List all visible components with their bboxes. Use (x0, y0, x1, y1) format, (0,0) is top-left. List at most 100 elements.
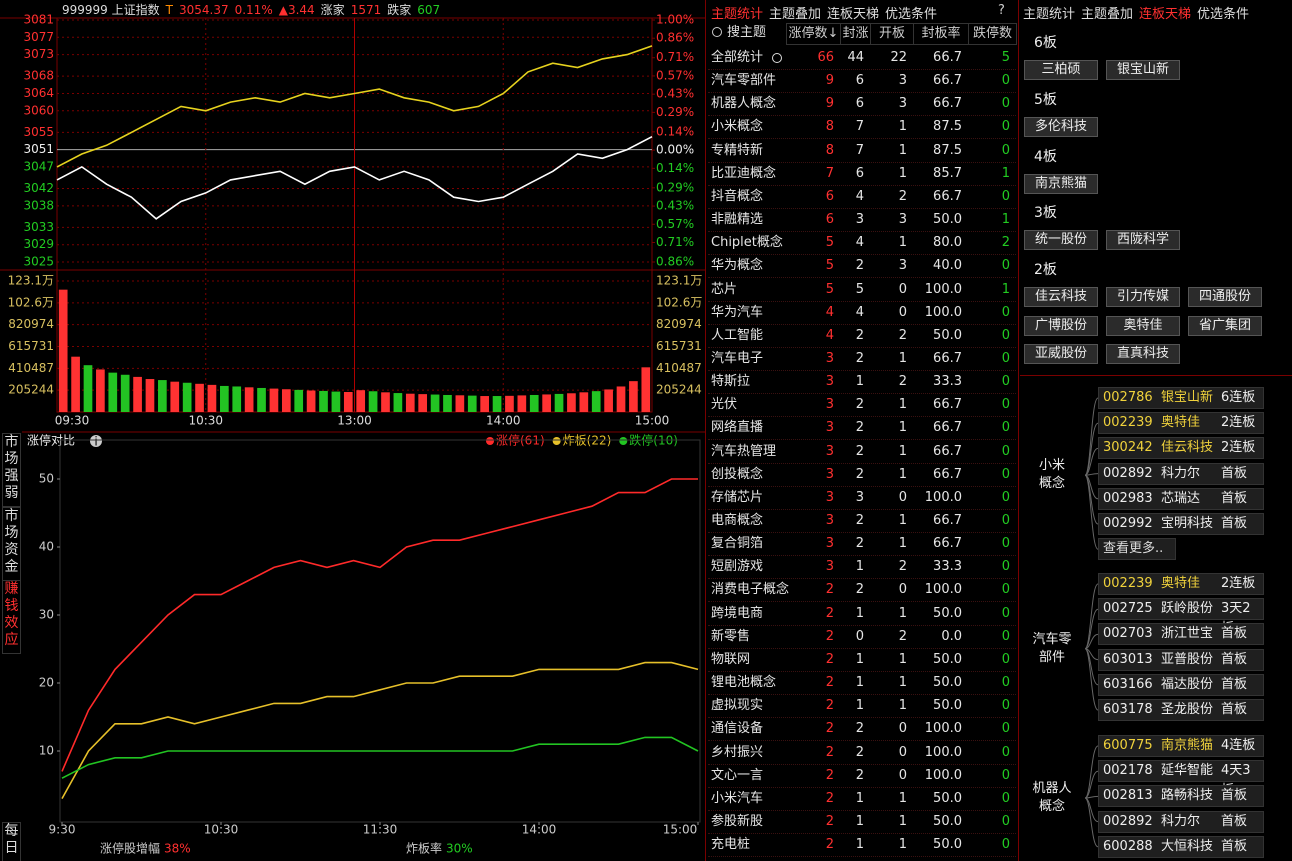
stock-item[interactable]: 002725跃岭股份3天2板 (1098, 598, 1264, 636)
stock-button[interactable]: 广博股份 (1024, 315, 1098, 336)
column-header[interactable]: 跌停数 (968, 23, 1017, 45)
y-tick-label: 3033 (23, 220, 54, 234)
theme-name[interactable]: 比亚迪概念 (711, 165, 777, 181)
theme-name[interactable]: 光伏 (711, 397, 738, 413)
theme-name[interactable]: 抖音概念 (711, 188, 764, 204)
theme-name[interactable]: 华为汽车 (711, 304, 764, 320)
stock-item[interactable]: 603013 亚普股份 首板 (1098, 648, 1264, 671)
theme-name[interactable]: 充电桩 (711, 837, 751, 853)
theme-name[interactable]: 文心一言 (711, 767, 764, 783)
theme-name[interactable]: 人工智能 (711, 327, 764, 343)
stock-item[interactable]: 002983 芯瑞达 首板 (1098, 487, 1264, 510)
theme-name[interactable]: 网络直播 (711, 420, 764, 436)
side-tab[interactable]: 市场强弱 (2, 433, 21, 507)
theme-name[interactable]: 特斯拉 (711, 374, 751, 390)
theme-cell: 66.7 (933, 50, 962, 65)
stock-item[interactable]: 603178 圣龙股份 首板 (1098, 699, 1264, 721)
theme-cell: 66.7 (933, 443, 962, 459)
y-tick-label: 410487 (656, 361, 702, 375)
theme-cell: 0 (898, 281, 907, 297)
tab[interactable]: 连板天梯 (1139, 6, 1192, 22)
theme-name[interactable]: 物联网 (711, 651, 751, 667)
theme-name[interactable]: 小米概念 (711, 119, 764, 135)
stock-item[interactable]: 002813 路畅科技 首板 (1098, 785, 1264, 808)
theme-name[interactable]: 虚拟现实 (711, 698, 764, 714)
stock-item[interactable]: 002892 科力尔 首板 (1098, 810, 1264, 833)
theme-name[interactable]: 复合铜箔 (711, 536, 764, 552)
theme-name[interactable]: 存储芯片 (711, 489, 764, 505)
tab[interactable]: 主题统计 (1023, 6, 1076, 22)
theme-name[interactable]: 汽车热管理 (711, 443, 777, 459)
search-box[interactable]: 搜主题 (727, 25, 767, 40)
theme-name[interactable]: 汽车电子 (711, 350, 764, 366)
theme-name[interactable]: 小米汽车 (711, 790, 764, 806)
stock-item[interactable]: 002892 科力尔 首板 (1098, 462, 1264, 485)
column-header[interactable]: 封板率 (913, 23, 969, 45)
volume-bar (418, 394, 428, 412)
stock-item[interactable]: 603166 福达股份 首板 (1098, 673, 1264, 696)
stock-button[interactable]: 直真科技 (1106, 343, 1180, 364)
stock-button[interactable]: 统一股份 (1024, 230, 1098, 251)
stock-button[interactable]: 亚威股份 (1024, 343, 1098, 364)
y-tick-label: 820974 (656, 317, 702, 331)
header-up-label: 涨家 (320, 3, 345, 17)
side-tab[interactable]: 市场资金 (2, 507, 21, 581)
theme-name[interactable]: Chiplet概念 (711, 235, 783, 251)
theme-name[interactable]: 新零售 (711, 628, 751, 644)
stock-item[interactable]: 300242 佳云科技 2连板 (1098, 437, 1264, 460)
stock-button[interactable]: 引力传媒 (1106, 287, 1180, 308)
theme-name[interactable]: 专精特新 (711, 142, 764, 158)
theme-cell: 0 (1001, 767, 1010, 783)
stock-item[interactable]: 002786 银宝山新 6连板 (1098, 387, 1264, 409)
volume-bar (492, 396, 502, 412)
theme-name[interactable]: 华为概念 (711, 258, 764, 274)
theme-name[interactable]: 汽车零部件 (711, 73, 777, 89)
column-header[interactable]: 涨停数↓ (786, 23, 841, 45)
stock-button[interactable]: 南京熊猫 (1024, 173, 1098, 194)
tab[interactable]: 主题叠加 (769, 6, 822, 22)
side-tab[interactable]: 每日 (2, 822, 21, 861)
stock-name: 福达股份 (1161, 676, 1214, 692)
stock-button[interactable]: 多伦科技 (1024, 116, 1098, 137)
side-tab[interactable]: 赚钱效应 (2, 580, 21, 654)
theme-name[interactable]: 机器人概念 (711, 96, 777, 112)
tab[interactable]: 主题叠加 (1081, 6, 1134, 22)
theme-name[interactable]: 乡村振兴 (711, 744, 764, 760)
stock-button[interactable]: 省广集团 (1188, 315, 1262, 336)
stock-item[interactable]: 600775 南京熊猫 4连板 (1098, 735, 1264, 757)
theme-name[interactable]: 电商概念 (711, 513, 764, 528)
stock-button[interactable]: 奥特佳 (1106, 315, 1180, 336)
theme-name[interactable]: 全部统计 (711, 50, 764, 65)
stock-button[interactable]: 三柏硕 (1024, 60, 1098, 80)
stock-item[interactable]: 002239 奥特佳 2连板 (1098, 412, 1264, 435)
theme-name[interactable]: 锂电池概念 (711, 675, 777, 691)
column-header[interactable]: 封涨 (840, 23, 871, 45)
theme-name[interactable]: 消费电子概念 (711, 582, 790, 598)
theme-name[interactable]: 通信设备 (711, 721, 764, 737)
stock-item[interactable]: 002178延华智能4天3板 (1098, 760, 1264, 798)
theme-name[interactable]: 短剧游戏 (711, 559, 764, 575)
stock-item[interactable]: 600288 大恒科技 首板 (1098, 835, 1264, 858)
tab[interactable]: 优选条件 (885, 6, 938, 22)
tab[interactable]: 优选条件 (1197, 6, 1250, 22)
stock-button[interactable]: 西陇科学 (1106, 230, 1180, 251)
help-button[interactable]: ? (998, 3, 1005, 18)
stock-item[interactable]: 002239 奥特佳 2连板 (1098, 573, 1264, 595)
tab[interactable]: 连板天梯 (827, 6, 880, 22)
more-button[interactable]: 查看更多.. (1098, 538, 1176, 561)
stock-button[interactable]: 银宝山新 (1106, 60, 1180, 80)
theme-name[interactable]: 创投概念 (711, 466, 764, 482)
stock-button[interactable]: 四通股份 (1188, 287, 1262, 308)
stock-button[interactable]: 佳云科技 (1024, 287, 1098, 308)
theme-name[interactable]: 跨境电商 (711, 605, 764, 621)
y2-tick-label: 0.00% (656, 143, 694, 157)
stock-name: 大恒科技 (1161, 838, 1214, 854)
tab[interactable]: 主题统计 (711, 6, 764, 22)
bracket (1084, 447, 1099, 476)
theme-name[interactable]: 非融精选 (711, 212, 764, 228)
stock-item[interactable]: 002703 浙江世宝 首板 (1098, 623, 1264, 646)
column-header[interactable]: 开板 (870, 23, 914, 45)
theme-name[interactable]: 参股新股 (711, 813, 764, 829)
theme-name[interactable]: 芯片 (711, 281, 738, 297)
stock-item[interactable]: 002992 宝明科技 首板 (1098, 513, 1264, 535)
